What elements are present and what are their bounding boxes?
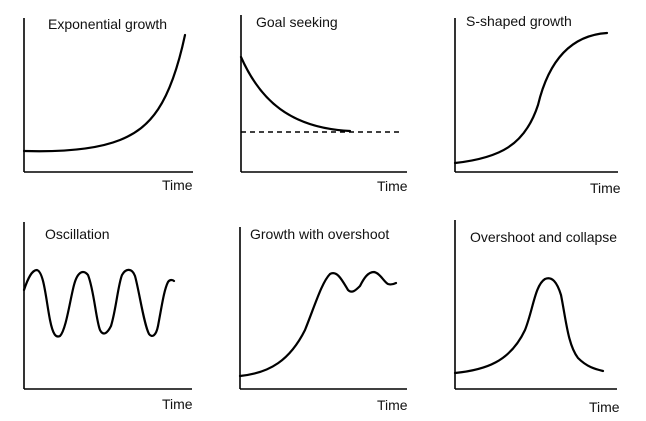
growth-with-overshoot-curve (238, 270, 398, 378)
overshoot-and-collapse-curve (453, 277, 605, 375)
x-axis-label: Time (377, 178, 408, 194)
panel-growth-with-overshoot (238, 227, 407, 390)
x-axis-label: Time (162, 396, 193, 412)
panel-title: Overshoot and collapse (470, 229, 618, 245)
panel-title: Oscillation (45, 226, 110, 242)
x-axis-label: Time (162, 177, 193, 193)
x-axis-label: Time (589, 399, 620, 415)
panel-overshoot-and-collapse (453, 220, 617, 390)
s-shaped-growth-curve (453, 31, 609, 165)
panel-s-shaped-growth (453, 18, 618, 173)
oscillation-curve (22, 268, 176, 338)
panel-title: S-shaped growth (466, 13, 572, 29)
panel-title: Exponential growth (48, 16, 168, 32)
panel-oscillation (22, 222, 192, 390)
panel-title: Growth with overshoot (250, 226, 390, 242)
panel-title: Goal seeking (256, 14, 338, 30)
panel-goal-seeking (239, 15, 407, 173)
x-axis-label: Time (590, 180, 621, 196)
panel-exponential-growth (22, 18, 193, 173)
exponential-growth-curve (22, 33, 187, 153)
x-axis-label: Time (377, 397, 408, 413)
goal-seeking-curve (239, 55, 352, 133)
